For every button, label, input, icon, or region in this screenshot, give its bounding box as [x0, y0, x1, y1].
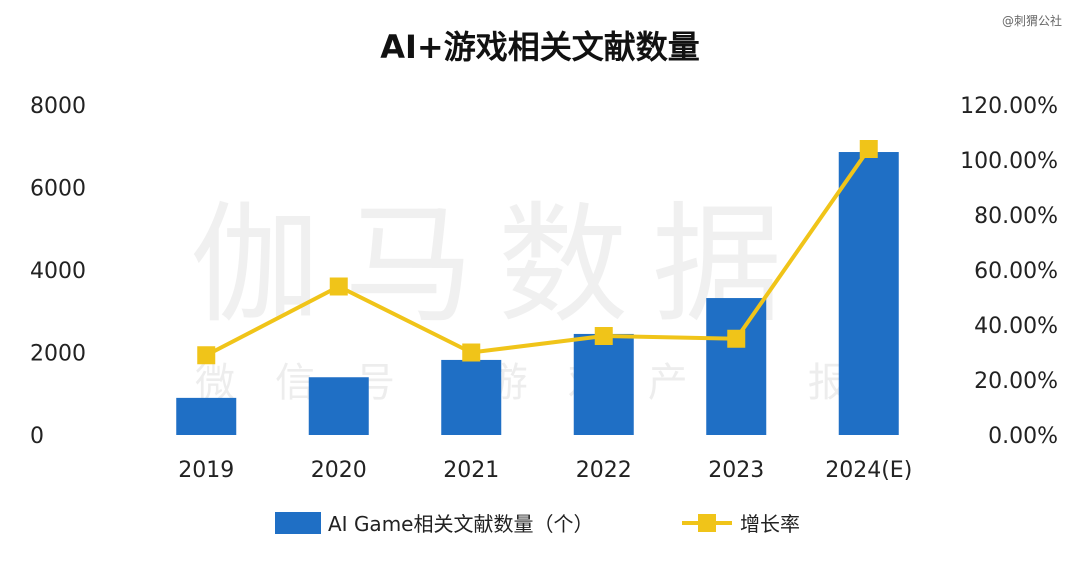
- legend-line-label: 增长率: [740, 512, 800, 536]
- left-axis-tick: 8000: [30, 94, 86, 119]
- bar: [308, 377, 369, 435]
- left-axis-tick: 2000: [30, 342, 86, 367]
- watermark-large: 伽马数据: [190, 189, 807, 341]
- x-axis-tick: 2022: [576, 458, 632, 483]
- legend-bar-swatch: [275, 512, 321, 534]
- bar: [706, 298, 767, 435]
- x-axis-tick: 2020: [311, 458, 367, 483]
- right-axis-tick: 40.00%: [974, 314, 1058, 339]
- left-axis-tick: 6000: [30, 177, 86, 202]
- bar: [573, 333, 634, 435]
- growth-rate-point: [197, 346, 216, 365]
- left-axis-tick: 4000: [30, 259, 86, 284]
- right-axis-tick: 100.00%: [960, 149, 1058, 174]
- right-axis-tick: 80.00%: [974, 204, 1058, 229]
- right-axis-tick: 120.00%: [960, 94, 1058, 119]
- corner-watermark: @刺猬公社: [1001, 14, 1062, 28]
- growth-rate-line: [205, 147, 871, 358]
- legend-bar-label: AI Game相关文献数量（个）: [328, 512, 593, 536]
- x-axis-tick: 2019: [178, 458, 234, 483]
- growth-rate-point: [727, 329, 746, 348]
- bar: [441, 359, 502, 435]
- growth-rate-point: [859, 140, 878, 158]
- bar: [176, 397, 237, 435]
- bar: [838, 152, 899, 435]
- x-axis-tick: 2024(E): [825, 458, 912, 483]
- right-axis-tick: 0.00%: [988, 424, 1058, 449]
- left-axis-tick: 0: [30, 424, 44, 449]
- x-axis-tick: 2023: [708, 458, 764, 483]
- right-axis-tick: 60.00%: [974, 259, 1058, 284]
- chart-title: AI+游戏相关文献数量: [380, 28, 700, 66]
- x-axis-tick: 2021: [443, 458, 499, 483]
- growth-rate-point: [329, 277, 348, 296]
- legend-line-marker: [698, 514, 716, 532]
- growth-rate-point: [594, 327, 613, 345]
- right-axis-tick: 20.00%: [974, 369, 1058, 394]
- growth-rate-point: [462, 343, 481, 362]
